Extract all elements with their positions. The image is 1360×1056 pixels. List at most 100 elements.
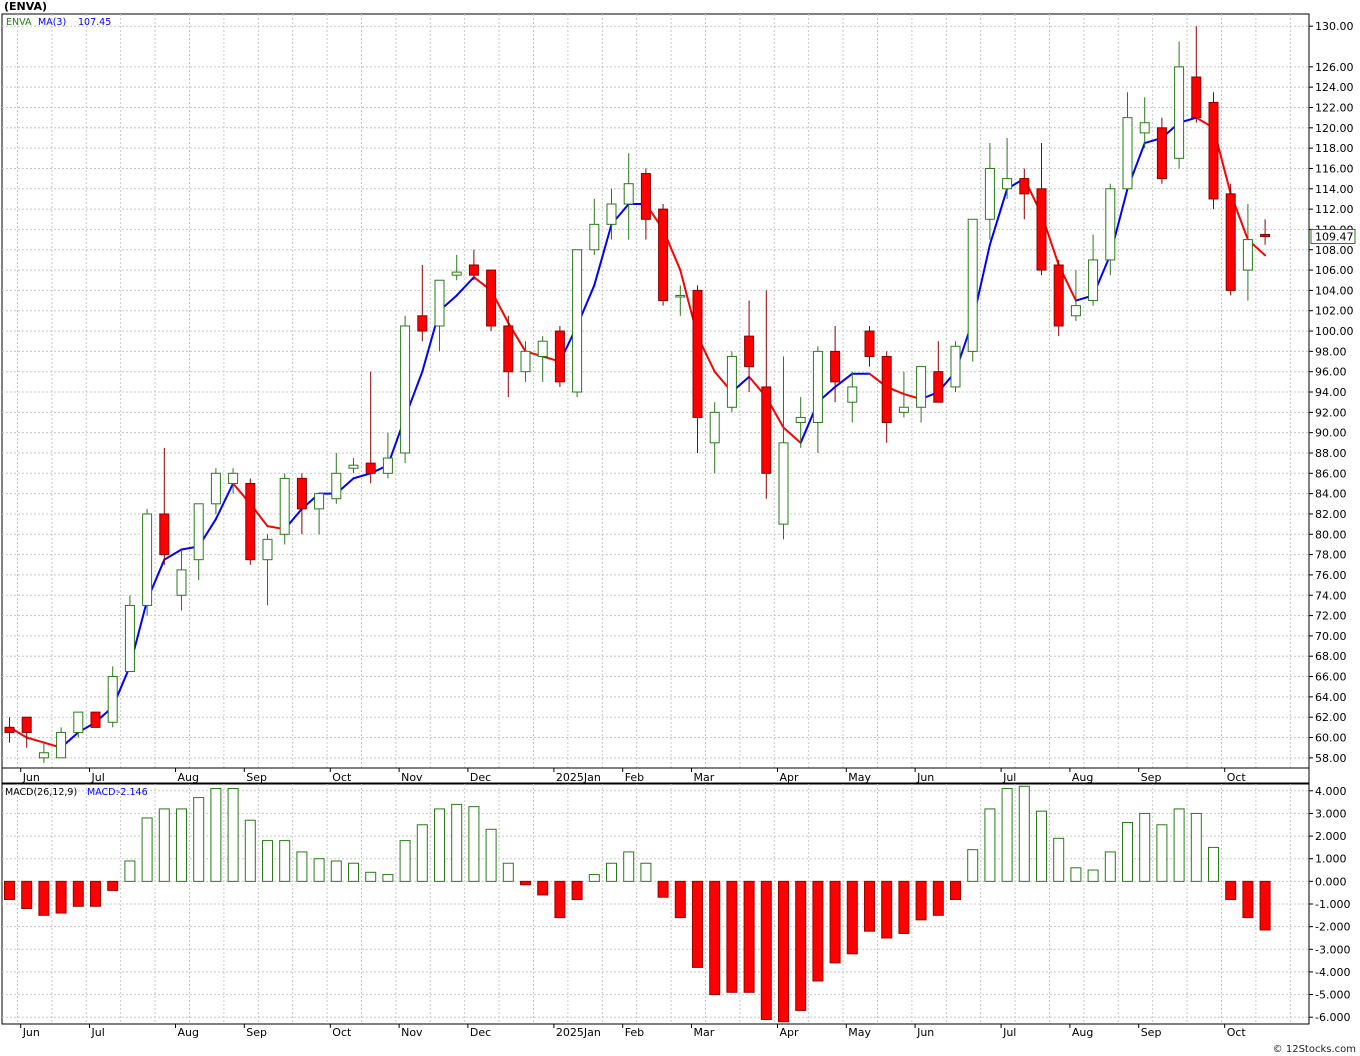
price-tick-label: 94.00 — [1315, 386, 1347, 399]
ma-segment — [455, 276, 475, 297]
candle-up — [38, 752, 49, 759]
macd-month-label: Nov — [401, 1026, 423, 1039]
macd-month-label: Mar — [694, 1026, 715, 1039]
macd-tick-label: 0.000 — [1315, 875, 1347, 888]
candle-up — [382, 457, 393, 474]
macd-bar-negative — [107, 880, 119, 891]
candle-down — [159, 513, 170, 556]
price-month-label: Dec — [470, 771, 491, 784]
macd-bar-negative — [709, 880, 721, 996]
price-axis: 58.00 60.00 62.00 64.00 66.00 68.00 70.00 72.00… — [1309, 20, 1354, 765]
candle-up — [847, 386, 858, 403]
price-tick-label: 102.00 — [1315, 305, 1354, 318]
macd-bar-positive — [365, 871, 377, 882]
macd-bar-positive — [193, 797, 205, 882]
candle-down — [761, 386, 772, 474]
candle-down — [503, 325, 514, 373]
candle-up — [107, 676, 118, 723]
price-month-label: Jun — [916, 771, 934, 784]
legend-ma-value: 107.45 — [78, 17, 111, 28]
candle-down — [365, 462, 376, 474]
candle-up — [331, 472, 342, 500]
macd-bar-positive — [1070, 867, 1082, 882]
candle-down — [881, 355, 892, 424]
candle-down — [1053, 264, 1064, 327]
last-price-badge-box — [1310, 229, 1356, 245]
candle-down — [1191, 76, 1202, 119]
price-tick-label: 122.00 — [1315, 101, 1354, 114]
price-month-label: Apr — [780, 771, 800, 784]
candle-down — [4, 726, 15, 733]
macd-bar-negative — [38, 880, 50, 916]
price-panel-frame — [1, 13, 1310, 784]
candle-down — [468, 264, 479, 276]
price-month-label: Oct — [332, 771, 352, 784]
price-tick-label: 92.00 — [1315, 406, 1347, 419]
macd-legend-label: MACD: — [87, 787, 119, 798]
ma-segment — [163, 548, 183, 561]
price-tick-label: 84.00 — [1315, 488, 1347, 501]
macd-bar-positive — [623, 851, 635, 882]
price-tick-label: 60.00 — [1315, 732, 1347, 745]
macd-month-label: Sep — [246, 1026, 267, 1039]
macd-bar-negative — [829, 880, 841, 964]
macd-bar-negative — [674, 880, 686, 919]
price-tick-label: 116.00 — [1315, 162, 1354, 175]
ma-segment — [593, 223, 613, 287]
candle-up — [176, 569, 187, 596]
macd-month-label: Apr — [780, 1026, 800, 1039]
price-gridlines — [2, 14, 1309, 768]
price-tick-label: 108.00 — [1315, 244, 1354, 257]
price-month-label: Nov — [401, 771, 423, 784]
macd-bar-negative — [1259, 880, 1271, 931]
price-month-label: Oct — [1227, 771, 1247, 784]
macd-axis: 4.000 3.000 2.000 1.000 0.000 -1.000 -2.000 -3.… — [1309, 785, 1350, 1024]
macd-bar-negative — [915, 880, 927, 921]
macd-bar-positive — [124, 860, 136, 882]
macd-bar-positive — [984, 808, 996, 882]
candle-up — [193, 503, 204, 561]
price-tick-label: 68.00 — [1315, 650, 1347, 663]
macd-bar-positive — [330, 860, 342, 882]
macd-month-label: Dec — [470, 1026, 491, 1039]
price-tick-label: 86.00 — [1315, 467, 1347, 480]
macd-bar-negative — [1225, 880, 1237, 900]
macd-month-label: Jul — [91, 1026, 105, 1039]
macd-tick-label: -2.000 — [1315, 921, 1350, 934]
macd-bar-negative — [55, 880, 67, 914]
candle-up — [434, 279, 445, 327]
price-month-label: Sep — [246, 771, 267, 784]
candle-up — [1174, 66, 1185, 159]
macd-month-label: Feb — [625, 1026, 644, 1039]
macd-bar-positive — [606, 862, 617, 882]
candle-up — [348, 464, 359, 469]
price-tick-label: 76.00 — [1315, 569, 1347, 582]
site-credit: © 12Stocks.com — [1272, 1044, 1356, 1055]
macd-month-label: 2025Jan — [556, 1026, 601, 1039]
macd-bar-positive — [279, 840, 291, 882]
candle-up — [314, 493, 325, 510]
macd-bar-negative — [571, 880, 583, 900]
macd-bar-negative — [554, 880, 566, 919]
candle-down — [640, 173, 651, 220]
candle-up — [898, 406, 909, 413]
price-panel: 58.00 60.00 62.00 64.00 66.00 68.00 70.00 72.00… — [1, 13, 1356, 784]
price-tick-label: 124.00 — [1315, 81, 1354, 94]
candle-up — [537, 340, 548, 357]
macd-tick-label: -5.000 — [1315, 989, 1350, 1002]
macd-bar-negative — [4, 880, 15, 900]
macd-bar-positive — [588, 874, 600, 882]
candle-down — [417, 315, 428, 332]
macd-bar-positive — [348, 862, 359, 882]
macd-bar-positive — [1122, 821, 1133, 882]
price-tick-label: 70.00 — [1315, 630, 1347, 643]
macd-bar-positive — [640, 862, 652, 882]
price-month-label: Jul — [91, 771, 105, 784]
candle-up — [1002, 178, 1013, 190]
macd-bar-positive — [1156, 824, 1168, 882]
macd-bar-positive — [1053, 837, 1065, 882]
candle-down — [21, 716, 32, 733]
price-month-label: Aug — [1072, 771, 1093, 784]
macd-panel: 4.000 3.000 2.000 1.000 0.000 -1.000 -2.000 -3.… — [1, 783, 1350, 1039]
macd-tick-label: -6.000 — [1315, 1011, 1350, 1024]
